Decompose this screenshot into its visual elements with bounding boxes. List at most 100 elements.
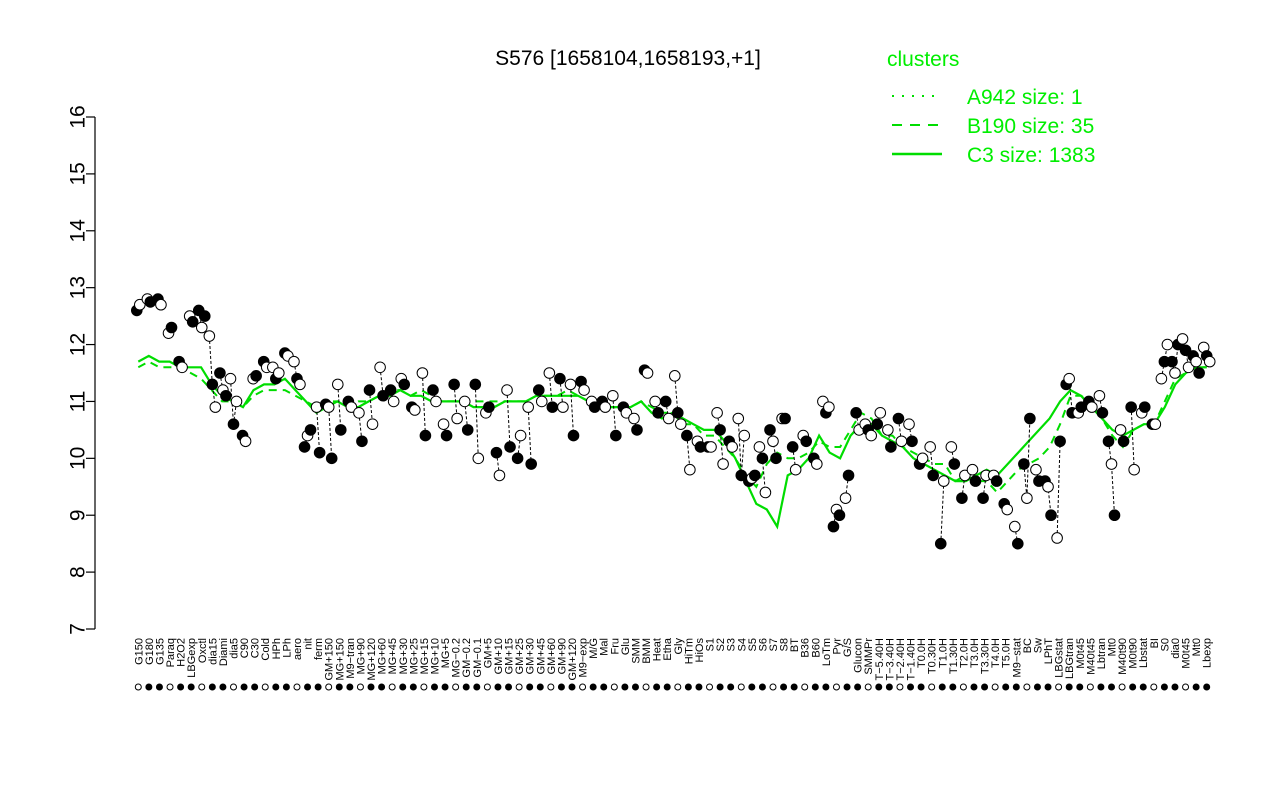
- data-point: [543, 367, 556, 379]
- point-connector: [496, 452, 500, 476]
- data-point: [756, 452, 769, 465]
- data-point: [1045, 509, 1057, 522]
- rug-mark: [1118, 683, 1126, 691]
- data-point: [628, 412, 640, 425]
- x-tick-label: Mt0: [1107, 638, 1119, 656]
- x-tick-label: SMMPr: [863, 638, 875, 675]
- x-tick-label: Gly: [673, 638, 685, 655]
- rug-mark: [938, 683, 946, 691]
- data-point: [554, 372, 566, 385]
- data-point: [871, 418, 884, 431]
- rug-mark: [1182, 683, 1190, 691]
- x-tick-label: LBGexp: [186, 638, 198, 678]
- rug-mark: [653, 683, 661, 691]
- x-tick-label: Glucon: [853, 638, 865, 673]
- x-tick-label: MG+90: [355, 638, 367, 674]
- data-point: [334, 424, 347, 436]
- rug-mark: [579, 683, 587, 691]
- x-tick-label: MG+150: [334, 638, 346, 681]
- rug-mark: [346, 683, 354, 691]
- y-tick-label: 10: [66, 447, 89, 470]
- y-tick-label: 13: [66, 276, 89, 299]
- rug-mark: [885, 683, 893, 691]
- data-point: [198, 310, 211, 322]
- data-point: [427, 384, 439, 396]
- x-tick-label: G150: [133, 638, 145, 665]
- rug-mark: [134, 683, 142, 691]
- rug-mark: [325, 683, 333, 691]
- x-tick-label: T1.30H: [948, 638, 960, 674]
- rug-mark: [145, 683, 153, 691]
- y-tick-label: 8: [66, 566, 89, 578]
- data-point: [892, 412, 905, 425]
- rug-mark: [790, 683, 798, 691]
- x-tick-label: M40t45: [1085, 638, 1097, 675]
- data-point: [1176, 333, 1189, 345]
- data-point: [504, 441, 516, 453]
- rug-mark: [610, 683, 618, 691]
- rug-mark: [684, 683, 692, 691]
- point-connector: [792, 446, 797, 470]
- data-point: [294, 378, 306, 391]
- data-point: [409, 404, 421, 416]
- rug-mark: [388, 683, 396, 691]
- data-point: [437, 418, 450, 431]
- data-point: [717, 458, 729, 470]
- rug-mark: [240, 683, 248, 691]
- rug-mark: [208, 683, 216, 691]
- x-tick-label: M0t45: [1181, 638, 1193, 669]
- data-point: [451, 412, 463, 425]
- data-point: [1011, 537, 1024, 550]
- x-tick-label: B36: [800, 638, 812, 658]
- data-point: [924, 441, 936, 453]
- data-point: [937, 475, 950, 487]
- data-point: [610, 429, 622, 442]
- data-point: [490, 446, 503, 459]
- x-tick-label: GM+90: [556, 638, 568, 674]
- data-point: [195, 321, 208, 334]
- rug-mark: [198, 683, 206, 691]
- x-tick-label: M9−stat: [1011, 638, 1023, 677]
- data-point: [214, 367, 226, 379]
- y-axis: 7 8 9 10 11 12 13 14 15 16: [66, 105, 96, 635]
- x-tick-label: T0.0H: [916, 638, 928, 668]
- point-connector: [1108, 441, 1115, 516]
- x-tick-label: M0t45: [1075, 638, 1087, 669]
- data-point: [353, 407, 365, 419]
- data-point: [906, 435, 918, 448]
- legend-title: clusters: [887, 48, 959, 71]
- x-tick-label: GM−0.2: [461, 638, 473, 677]
- point-connector: [612, 395, 617, 436]
- data-point: [501, 384, 513, 396]
- y-tick-label: 16: [66, 105, 89, 128]
- rug-mark: [261, 683, 269, 691]
- x-tick-label: GM+45: [535, 638, 547, 674]
- data-point: [842, 469, 855, 482]
- point-connector: [982, 475, 987, 499]
- data-point: [1149, 418, 1162, 431]
- data-point: [631, 424, 643, 436]
- rug-mark: [811, 683, 819, 691]
- rug-mark: [452, 683, 460, 691]
- data-point: [738, 429, 751, 442]
- point-connector: [527, 407, 532, 465]
- data-point: [671, 407, 684, 419]
- x-tick-label: Mal: [599, 638, 611, 656]
- data-point: [753, 441, 766, 453]
- rug-mark: [928, 683, 936, 691]
- data-point: [1093, 389, 1106, 402]
- rug-mark: [716, 683, 724, 691]
- data-point: [779, 412, 791, 425]
- rug-mark: [515, 683, 523, 691]
- data-point: [483, 401, 495, 413]
- data-point: [1008, 520, 1021, 533]
- rug-mark: [526, 683, 534, 691]
- x-tick-label: HiOs: [694, 638, 706, 663]
- data-point: [1203, 355, 1216, 368]
- data-point: [448, 378, 460, 391]
- data-point: [203, 330, 216, 342]
- rug-mark: [1065, 683, 1073, 691]
- data-point: [1138, 401, 1151, 413]
- rug-mark: [769, 683, 777, 691]
- x-tick-label: S2: [715, 638, 727, 651]
